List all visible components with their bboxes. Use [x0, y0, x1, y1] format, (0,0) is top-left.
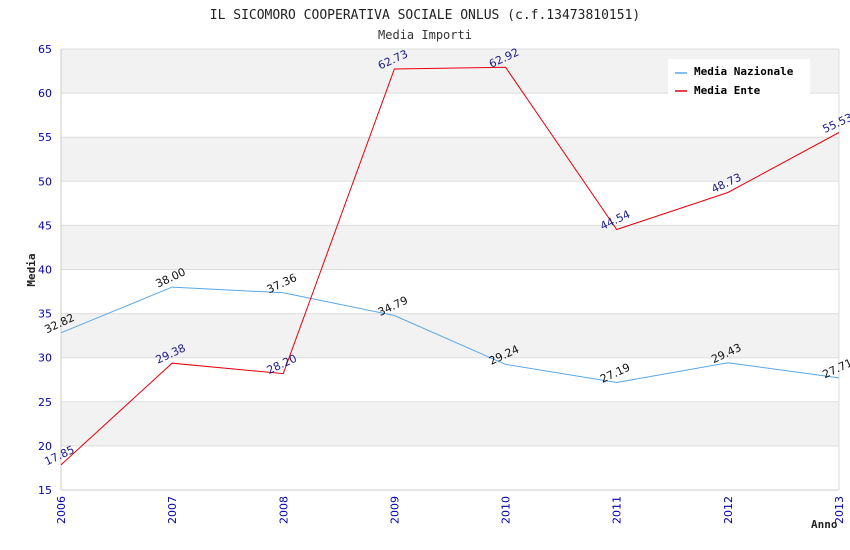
- band-grey: [61, 313, 839, 358]
- series-line-media-nazionale: [60, 286, 840, 384]
- axes: [60, 49, 840, 491]
- plot-background-bands: [61, 49, 839, 490]
- y-tick-label: 15: [38, 484, 52, 497]
- y-tick-label: 20: [38, 440, 52, 453]
- chart-title: IL SICOMORO COOPERATIVA SOCIALE ONLUS (c…: [210, 8, 640, 23]
- x-tick-label: 2012: [722, 496, 735, 524]
- y-tick-label: 65: [38, 43, 52, 56]
- band-white: [61, 357, 839, 402]
- legend-box: [668, 59, 810, 97]
- band-grey: [61, 401, 839, 446]
- legend-label-media-ente: Media Ente: [694, 84, 761, 97]
- band-grey: [61, 137, 839, 182]
- x-tick-label: 2007: [166, 496, 179, 524]
- series-line-media-ente: [60, 66, 840, 466]
- y-tick-label: 40: [38, 264, 52, 277]
- x-tick-label: 2013: [833, 496, 846, 524]
- legend-label-media-nazionale: Media Nazionale: [694, 65, 794, 78]
- y-tick-label: 25: [38, 396, 52, 409]
- y-tick-label: 55: [38, 131, 52, 144]
- x-tick-label: 2010: [500, 496, 513, 524]
- x-tick-label: 2009: [388, 496, 401, 524]
- band-white: [61, 445, 839, 490]
- x-tick-label: 2008: [277, 496, 290, 524]
- chart-subtitle: Media Importi: [378, 28, 472, 42]
- y-axis-label: Media: [25, 253, 38, 286]
- y-tick-label: 45: [38, 219, 52, 232]
- band-white: [61, 93, 839, 138]
- x-axis-label: Anno: [811, 518, 838, 531]
- y-tick-label: 35: [38, 308, 52, 321]
- x-tick-label: 2011: [611, 496, 624, 524]
- legend: Media Nazionale Media Ente: [668, 59, 810, 97]
- y-axis-ticks: 15 20 25 30 35 40 45 50 55 60 65: [38, 43, 52, 497]
- band-white: [61, 269, 839, 314]
- y-tick-label: 50: [38, 175, 52, 188]
- series-lines: [60, 66, 840, 466]
- y-tick-label: 30: [38, 352, 52, 365]
- band-white: [61, 181, 839, 226]
- band-grey: [61, 225, 839, 270]
- y-tick-label: 60: [38, 87, 52, 100]
- x-tick-label: 2006: [55, 496, 68, 524]
- x-axis-ticks: 2006 2007 2008 2009 2010 2011 2012 2013: [55, 496, 846, 524]
